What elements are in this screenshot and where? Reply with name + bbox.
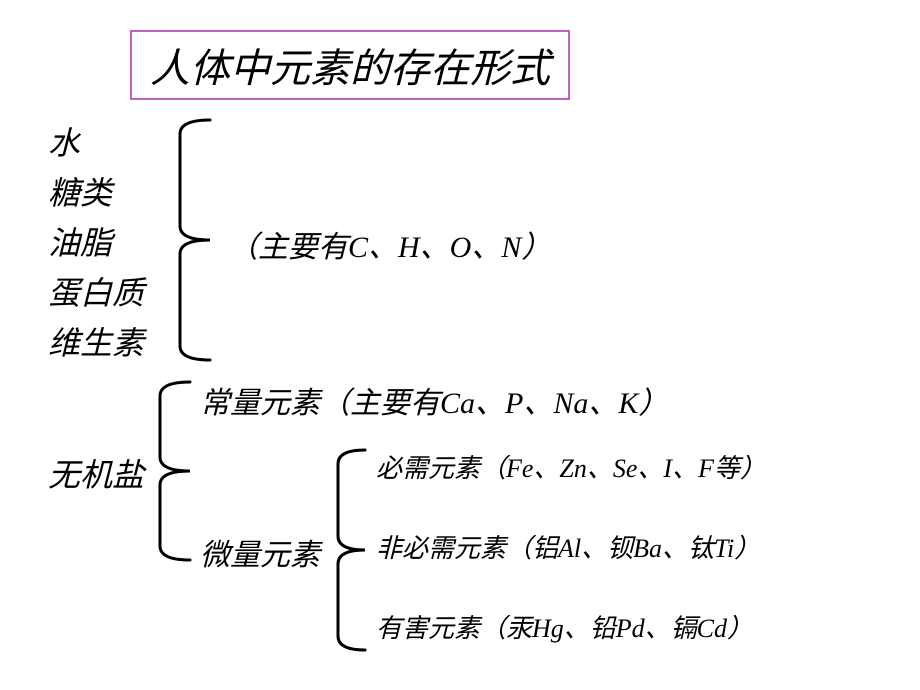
micro-subline-2: 有害元素（汞Hg、铅Pd、镉Cd）	[376, 608, 753, 645]
brace-micro	[0, 0, 920, 690]
slide-canvas: 人体中元素的存在形式水糖类油脂蛋白质维生素（主要有C、H、O、N）无机盐常量元素…	[0, 0, 920, 690]
micro-subline-1: 非必需元素（铝Al、钡Ba、钛Ti）	[376, 528, 760, 565]
micro-subline-0: 必需元素（Fe、Zn、Se、I、F等）	[376, 448, 766, 485]
